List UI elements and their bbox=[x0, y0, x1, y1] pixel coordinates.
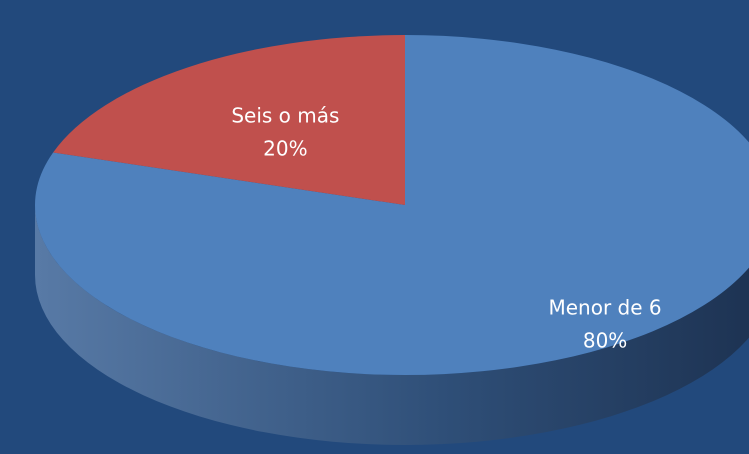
slice-label: Menor de 6 bbox=[549, 296, 662, 320]
pie-slice bbox=[35, 35, 749, 375]
pie-slice bbox=[53, 35, 405, 205]
slice-value-label: 20% bbox=[263, 137, 307, 161]
slice-label: Seis o más bbox=[231, 104, 339, 128]
pie-side bbox=[35, 205, 749, 445]
slice-value-label: 80% bbox=[583, 329, 627, 353]
